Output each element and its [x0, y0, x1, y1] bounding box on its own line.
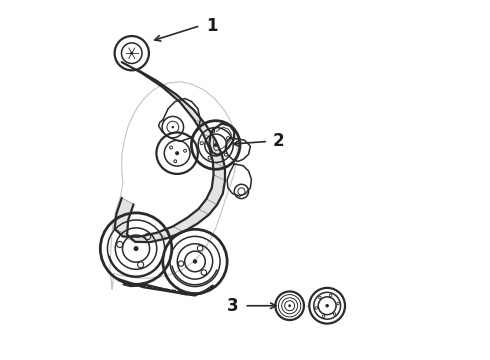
Text: 1: 1 [206, 17, 217, 35]
Circle shape [175, 151, 179, 155]
Text: 2: 2 [273, 132, 285, 150]
Circle shape [325, 304, 329, 307]
Text: 3: 3 [227, 297, 239, 315]
Circle shape [214, 143, 218, 147]
Circle shape [134, 246, 139, 251]
Circle shape [172, 126, 174, 129]
Polygon shape [115, 62, 225, 242]
Circle shape [193, 259, 197, 264]
Circle shape [130, 51, 133, 55]
Circle shape [288, 304, 291, 307]
